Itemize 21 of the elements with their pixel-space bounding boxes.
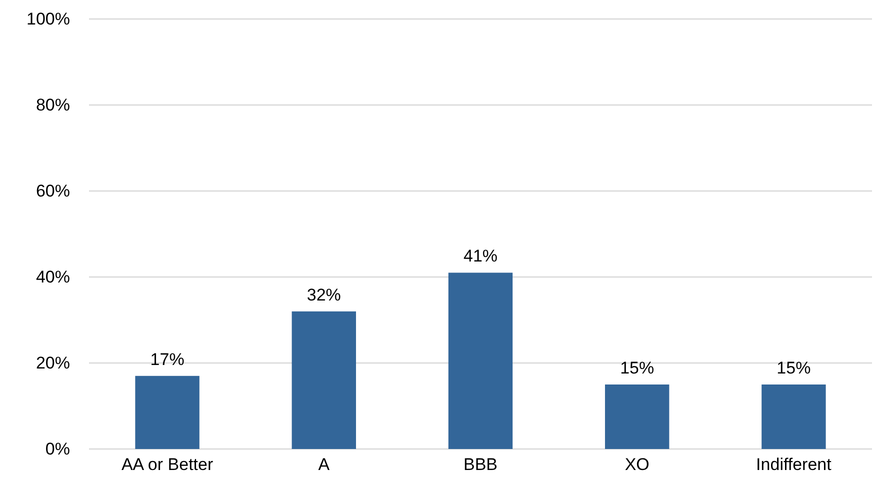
data-label: 15% [620, 358, 654, 378]
x-tick-label: XO [624, 455, 650, 474]
bar [604, 384, 670, 449]
y-tick-label: 60% [36, 181, 70, 200]
x-tick-label: BBB [463, 455, 498, 474]
bar [135, 376, 200, 449]
bar [762, 384, 826, 449]
y-tick-label: 80% [36, 95, 70, 114]
y-tick-label: 20% [36, 353, 70, 372]
x-tick-label: A [318, 455, 330, 474]
data-label: 17% [150, 350, 184, 369]
data-label: 41% [463, 246, 498, 266]
data-label: 15% [776, 358, 811, 378]
x-tick-label: Indifferent [756, 455, 832, 474]
y-tick-label: 0% [45, 439, 70, 458]
bar [292, 311, 356, 449]
data-label: 32% [306, 285, 341, 304]
y-tick-label: 100% [26, 9, 70, 28]
y-tick-label: 40% [36, 267, 70, 286]
x-tick-label: AA or Better [121, 455, 214, 474]
bar [448, 272, 513, 449]
